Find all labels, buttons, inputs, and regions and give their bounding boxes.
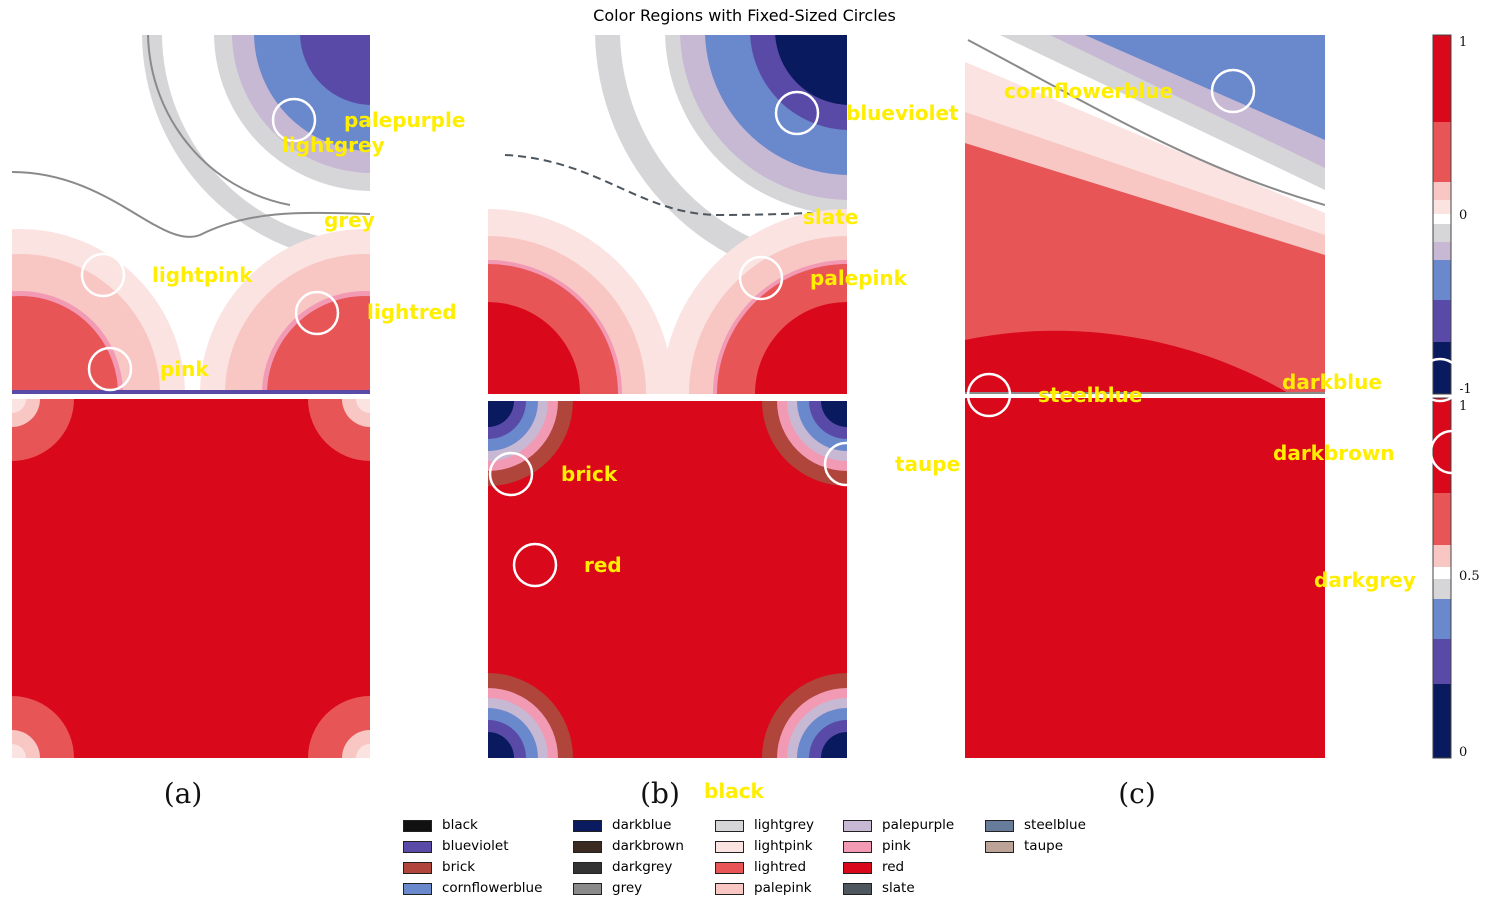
annotation-label-red: red — [584, 553, 622, 577]
panel-captions: (a) (b) (c) — [164, 777, 1156, 810]
legend-label: slate — [882, 880, 915, 896]
annotation-label-brick: brick — [561, 462, 618, 486]
legend-label: palepurple — [882, 817, 955, 833]
legend-label: steelblue — [1024, 817, 1086, 833]
colorbar-upper-tick: 0 — [1459, 208, 1467, 223]
legend-label: darkbrown — [612, 838, 684, 854]
panel-b-bottom-map — [488, 401, 847, 758]
legend-label: cornflowerblue — [442, 880, 543, 896]
annotation-circle-palepurple — [271, 97, 317, 143]
annotation-circle-darkbrown — [1429, 429, 1475, 475]
legend-label: brick — [442, 859, 476, 875]
annotation-circle-palepink — [738, 255, 784, 301]
annotation-label-darkgrey: darkgrey — [1314, 568, 1416, 592]
annotation-label-grey: grey — [324, 208, 375, 232]
colorbar-lower-tick: 1 — [1459, 399, 1467, 414]
colorbar-upper-tick: -1 — [1459, 382, 1472, 397]
annotation-label-palepink: palepink — [810, 266, 908, 290]
colorbar-upper-tick: 1 — [1459, 35, 1467, 50]
annotation-circles — [80, 68, 1475, 588]
panel-b-top-map — [488, 35, 847, 394]
annotation-circle-pink — [87, 346, 133, 392]
legend-swatch — [403, 841, 432, 853]
legend-swatch — [403, 883, 432, 895]
legend-swatch — [715, 841, 744, 853]
legend-label: red — [882, 859, 905, 875]
legend-swatch — [403, 862, 432, 874]
legend-swatch — [843, 883, 872, 895]
annotation-circle-lightpink — [80, 252, 126, 298]
legend-swatch — [715, 820, 744, 832]
legend-swatch — [573, 883, 602, 895]
panel-caption: (a) — [164, 777, 203, 810]
panel-c-top-map — [965, 35, 1325, 394]
legend-swatch — [715, 862, 744, 874]
annotation-label-palepurple: palepurple — [344, 108, 465, 132]
legend-label: pink — [882, 838, 911, 854]
legend-swatch — [985, 820, 1014, 832]
annotation-label-lightpink: lightpink — [152, 263, 253, 287]
annotation-circle-blueviolet — [774, 90, 820, 136]
legend-swatch — [403, 820, 432, 832]
annotation-circle-red — [512, 542, 558, 588]
annotation-label-lightred: lightred — [367, 300, 457, 324]
colorbar-upper — [1432, 34, 1452, 395]
legend-label: palepink — [754, 880, 812, 896]
annotation-label-slate: slate — [803, 205, 858, 229]
legend-label: lightgrey — [754, 817, 815, 833]
annotation-label-darkblue: darkblue — [1282, 370, 1382, 394]
legend-label: black — [442, 817, 478, 833]
legend-swatch — [573, 820, 602, 832]
panel-caption: (c) — [1118, 777, 1156, 810]
colorbar-ticks: 1 0 -1 1 0.5 0 — [1459, 35, 1480, 760]
annotation-label-lightgrey: lightgrey — [282, 133, 385, 157]
legend-label: darkblue — [612, 817, 672, 833]
annotation-circle-darkblue — [1417, 357, 1463, 403]
annotation-label-black: black — [704, 779, 765, 803]
annotation-label-taupe: taupe — [895, 452, 960, 476]
chart-title: Color Regions with Fixed-Sized Circles — [593, 6, 896, 25]
legend-label: grey — [612, 880, 643, 896]
legend-swatch — [843, 841, 872, 853]
legend-label: lightpink — [754, 838, 813, 854]
colorbar-lower — [1432, 397, 1452, 759]
annotation-label-pink: pink — [160, 357, 209, 381]
panel-caption: (b) — [640, 777, 680, 810]
legend-label: blueviolet — [442, 838, 509, 854]
annotation-circle-brick — [488, 451, 534, 497]
annotation-label-steelblue: steelblue — [1038, 383, 1142, 407]
panel-a-bottom-map — [12, 399, 370, 758]
legend-label: darkgrey — [612, 859, 673, 875]
annotation-circle-cornflowerblue — [1210, 68, 1256, 114]
colorbar-lower-tick: 0.5 — [1459, 569, 1480, 584]
legend-swatch — [715, 883, 744, 895]
colorbar-lower-tick: 0 — [1459, 745, 1467, 760]
legend-label: lightred — [754, 859, 807, 875]
annotation-circle-steelblue — [966, 372, 1012, 418]
legend-swatch — [985, 841, 1014, 853]
annotation-label-cornflowerblue: cornflowerblue — [1004, 79, 1173, 103]
legend-label: taupe — [1024, 838, 1063, 854]
legend-swatch — [573, 841, 602, 853]
legend-swatch — [843, 862, 872, 874]
legend-swatch — [573, 862, 602, 874]
legend-swatch — [843, 820, 872, 832]
annotation-label-blueviolet: blueviolet — [846, 101, 959, 125]
annotation-circle-taupe — [823, 441, 869, 487]
annotation-circle-lightred — [294, 290, 340, 336]
annotation-label-darkbrown: darkbrown — [1273, 441, 1395, 465]
panel-c-bottom-map — [965, 398, 1325, 758]
